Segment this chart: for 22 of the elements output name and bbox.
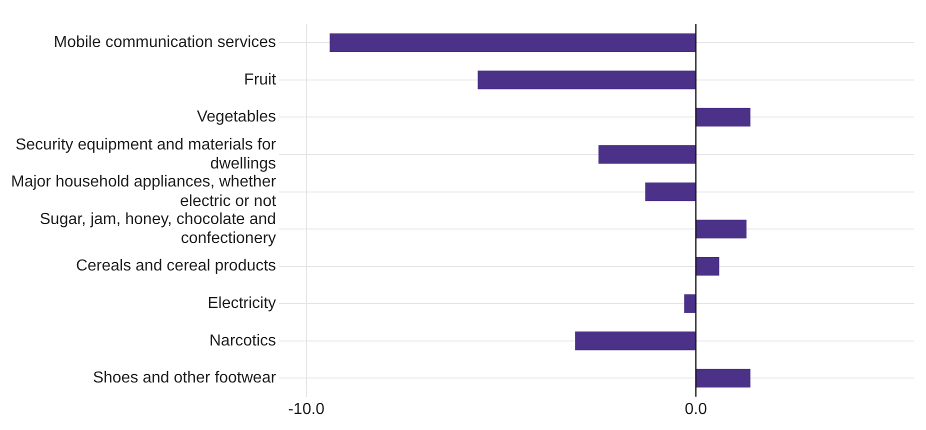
y-tick-label: Vegetables: [196, 108, 276, 126]
x-tick-label: 0.0: [684, 400, 708, 418]
y-tick-label: Security equipment and materials for dwellings: [15, 136, 277, 172]
y-tick-label: Cereals and cereal products: [76, 258, 276, 275]
bar: [575, 332, 696, 350]
x-tick-label: -10.0: [288, 400, 325, 418]
bar: [696, 220, 746, 238]
bar: [684, 294, 696, 313]
y-tick-label: Sugar, jam, honey, chocolate and confectionery: [40, 210, 276, 248]
bar: [598, 145, 696, 164]
bar: [645, 182, 696, 202]
bar: [696, 257, 720, 276]
bar: [478, 70, 696, 90]
bar: [696, 108, 750, 127]
y-tick-label: Shoes and other footwear: [92, 370, 277, 387]
bar: [696, 368, 750, 388]
y-tick-label: Major household appliances, whether electric or not: [10, 174, 277, 210]
y-tick-label: Electricity: [208, 295, 276, 312]
y-tick-label: Mobile communication services: [54, 34, 276, 52]
y-tick-label: Narcotics: [209, 332, 276, 350]
bar: [330, 33, 696, 52]
y-tick-label: Fruit: [244, 71, 277, 88]
